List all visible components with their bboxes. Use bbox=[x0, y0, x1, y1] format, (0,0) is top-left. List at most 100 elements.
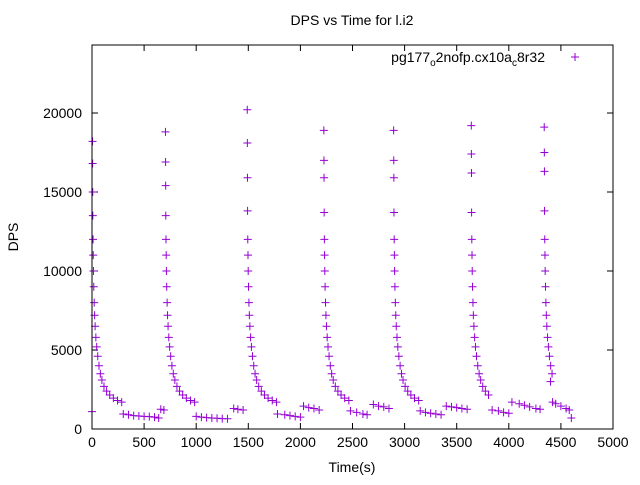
data-point bbox=[309, 404, 318, 413]
data-point bbox=[393, 342, 402, 351]
data-point bbox=[246, 333, 255, 342]
data-point bbox=[329, 376, 338, 385]
data-point bbox=[323, 333, 332, 342]
x-tick-label: 1500 bbox=[233, 434, 264, 450]
data-point bbox=[109, 394, 118, 403]
data-point bbox=[320, 266, 329, 275]
y-tick-label: 20000 bbox=[43, 105, 82, 121]
data-point bbox=[161, 127, 170, 136]
data-point bbox=[304, 403, 313, 412]
data-point bbox=[245, 322, 254, 331]
data-point bbox=[327, 369, 336, 378]
data-point bbox=[93, 352, 102, 361]
data-point bbox=[475, 369, 484, 378]
data-point bbox=[89, 251, 98, 260]
data-point bbox=[172, 382, 181, 391]
data-point bbox=[340, 394, 349, 403]
data-point bbox=[326, 361, 335, 370]
data-point bbox=[319, 156, 328, 165]
data-point bbox=[273, 409, 282, 418]
data-point bbox=[431, 409, 440, 418]
y-tick-label: 10000 bbox=[43, 263, 82, 279]
x-tick-label: 5000 bbox=[597, 434, 628, 450]
data-point bbox=[551, 399, 560, 408]
data-point bbox=[97, 376, 106, 385]
data-point bbox=[166, 352, 175, 361]
data-point bbox=[280, 410, 289, 419]
data-point bbox=[540, 206, 549, 215]
y-tick-label: 0 bbox=[74, 421, 82, 437]
data-point bbox=[384, 404, 393, 413]
x-axis-label: Time(s) bbox=[329, 459, 376, 475]
data-point bbox=[321, 311, 330, 320]
data-point bbox=[239, 406, 248, 415]
data-point bbox=[119, 409, 128, 418]
data-point bbox=[159, 406, 168, 415]
data-point bbox=[472, 352, 481, 361]
data-point bbox=[243, 206, 252, 215]
data-point bbox=[99, 382, 108, 391]
data-point bbox=[467, 235, 476, 244]
data-point bbox=[548, 369, 557, 378]
data-point bbox=[88, 211, 97, 220]
x-tick-label: 2500 bbox=[337, 434, 368, 450]
data-points bbox=[88, 105, 576, 423]
data-point bbox=[161, 235, 170, 244]
data-point bbox=[89, 266, 98, 275]
data-point bbox=[540, 251, 549, 260]
y-tick-label: 15000 bbox=[43, 184, 82, 200]
data-point bbox=[162, 251, 171, 260]
legend-label: pg177o2nofp.cx10ac8r32 bbox=[391, 49, 545, 69]
data-point bbox=[473, 361, 482, 370]
data-point bbox=[542, 322, 551, 331]
data-point bbox=[394, 352, 403, 361]
data-point bbox=[504, 409, 513, 418]
data-point bbox=[272, 398, 281, 407]
data-point bbox=[544, 342, 553, 351]
data-point bbox=[164, 333, 173, 342]
data-point bbox=[162, 282, 171, 291]
data-point bbox=[88, 137, 97, 146]
data-point bbox=[467, 150, 476, 159]
data-point bbox=[245, 311, 254, 320]
data-point bbox=[252, 376, 261, 385]
data-point bbox=[531, 404, 540, 413]
x-tick-label: 2000 bbox=[285, 434, 316, 450]
data-point bbox=[391, 298, 400, 307]
data-point bbox=[186, 396, 195, 405]
data-point bbox=[182, 394, 191, 403]
x-tick-label: 0 bbox=[88, 434, 96, 450]
data-point bbox=[291, 412, 300, 421]
data-point bbox=[243, 235, 252, 244]
data-point bbox=[389, 173, 398, 182]
data-point bbox=[167, 361, 176, 370]
data-point bbox=[163, 298, 172, 307]
data-point bbox=[379, 402, 388, 411]
data-point bbox=[154, 413, 163, 422]
chart-title: DPS vs Time for l.i2 bbox=[291, 12, 414, 28]
y-tick-label: 5000 bbox=[51, 342, 82, 358]
data-point bbox=[540, 167, 549, 176]
data-point bbox=[369, 400, 378, 409]
data-point bbox=[392, 333, 401, 342]
data-point bbox=[320, 208, 329, 217]
data-point bbox=[161, 157, 170, 166]
data-point bbox=[478, 382, 487, 391]
data-point bbox=[542, 311, 551, 320]
x-tick-label: 3000 bbox=[389, 434, 420, 450]
x-tick-label: 1000 bbox=[181, 434, 212, 450]
data-point bbox=[469, 322, 478, 331]
data-point bbox=[541, 298, 550, 307]
data-point bbox=[161, 181, 170, 190]
data-point bbox=[248, 352, 257, 361]
data-point bbox=[233, 405, 242, 414]
data-point bbox=[567, 413, 576, 422]
data-point bbox=[390, 251, 399, 260]
data-point bbox=[243, 138, 252, 147]
data-point bbox=[92, 342, 101, 351]
data-point bbox=[546, 377, 555, 386]
data-point bbox=[321, 298, 330, 307]
data-point bbox=[390, 235, 399, 244]
data-point bbox=[468, 298, 477, 307]
data-point bbox=[363, 410, 372, 419]
